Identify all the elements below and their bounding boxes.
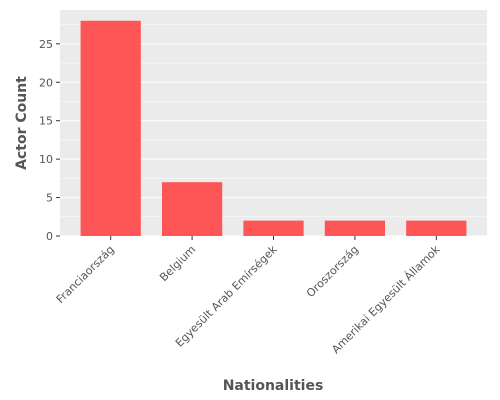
x-axis-label: Nationalities	[223, 378, 324, 394]
x-tick-label: Franciaország	[54, 243, 117, 306]
bar-3	[324, 220, 386, 236]
y-tick-label: 5	[46, 192, 53, 205]
bar-1	[161, 182, 223, 236]
y-tick-label: 0	[46, 230, 53, 243]
x-tick-label: Belgium	[157, 243, 198, 284]
y-tick-label: 10	[39, 153, 53, 166]
y-tick-label: 15	[39, 115, 53, 128]
bar-0	[80, 20, 141, 237]
bars	[80, 20, 467, 237]
bar-2	[243, 220, 304, 236]
y-axis-label: Actor Count	[14, 76, 30, 170]
y-tick-label: 25	[39, 38, 53, 51]
bar-4	[406, 220, 467, 236]
y-axis-ticks: 0 5 10 15 20 25	[39, 38, 60, 243]
y-tick-label: 20	[39, 76, 53, 89]
x-tick-label: Oroszország	[304, 243, 361, 300]
